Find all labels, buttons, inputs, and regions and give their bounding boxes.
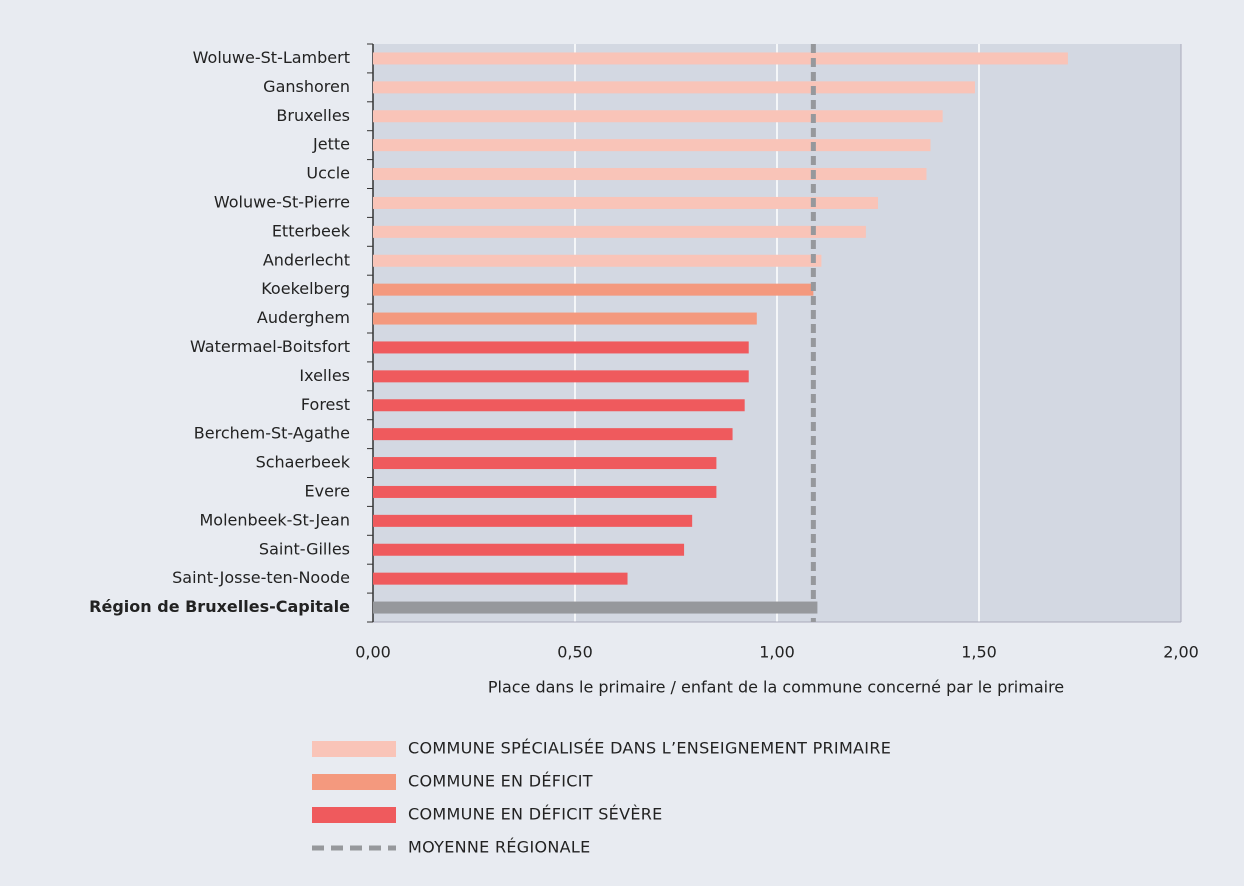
bar (373, 485, 717, 498)
y-tick-label: Evere (305, 481, 351, 500)
y-tick-label: Forest (301, 395, 350, 414)
y-tick-label: Schaerbeek (256, 453, 351, 472)
bar (373, 196, 878, 209)
x-tick-label: 0,50 (557, 643, 593, 662)
bar (373, 283, 814, 296)
bar (373, 81, 975, 94)
y-tick-label: Woluwe-St-Pierre (214, 192, 350, 211)
bar (373, 312, 757, 325)
bar (373, 370, 749, 383)
y-tick-label: Woluwe-St-Lambert (193, 48, 350, 67)
y-tick-label: Bruxelles (276, 106, 350, 125)
bar (373, 52, 1068, 65)
y-tick-label: Ixelles (299, 366, 350, 385)
bar (373, 110, 943, 123)
bar (373, 601, 818, 614)
bar (373, 543, 685, 556)
legend-label: COMMUNE EN DÉFICIT SÉVÈRE (408, 805, 663, 824)
legend: COMMUNE SPÉCIALISÉE DANS L’ENSEIGNEMENT … (312, 739, 891, 857)
y-tick-label: Jette (312, 135, 350, 154)
y-tick-label: Koekelberg (261, 279, 350, 298)
bar (373, 341, 749, 354)
bar (373, 572, 628, 585)
bar (373, 514, 693, 527)
bar (373, 399, 745, 412)
y-tick-label: Molenbeek-St-Jean (199, 510, 350, 529)
y-tick-label: Région de Bruxelles-Capitale (89, 597, 350, 616)
x-tick-label: 1,50 (961, 643, 997, 662)
bar (373, 254, 822, 267)
x-tick-label: 2,00 (1163, 643, 1199, 662)
legend-label: MOYENNE RÉGIONALE (408, 838, 591, 857)
x-tick-label: 1,00 (759, 643, 795, 662)
bar (373, 139, 931, 152)
legend-swatch (312, 741, 396, 757)
legend-label: COMMUNE SPÉCIALISÉE DANS L’ENSEIGNEMENT … (408, 739, 891, 758)
x-axis-label: Place dans le primaire / enfant de la co… (488, 678, 1064, 697)
y-tick-label: Saint-Josse-ten-Noode (172, 568, 350, 587)
y-tick-label: Etterbeek (272, 221, 351, 240)
y-tick-label: Anderlecht (263, 250, 350, 269)
y-tick-label: Berchem-St-Agathe (194, 424, 350, 443)
y-tick-label: Watermael-Boitsfort (190, 337, 350, 356)
bar (373, 168, 927, 181)
bar (373, 428, 733, 441)
legend-swatch (312, 774, 396, 790)
legend-swatch (312, 807, 396, 823)
legend-label: COMMUNE EN DÉFICIT (408, 772, 593, 791)
y-tick-label: Auderghem (257, 308, 350, 327)
bar (373, 225, 866, 238)
bar (373, 457, 717, 470)
y-tick-label: Saint-Gilles (259, 539, 350, 558)
x-tick-label: 0,00 (355, 643, 391, 662)
y-tick-label: Ganshoren (263, 77, 350, 96)
y-tick-label: Uccle (306, 164, 350, 183)
